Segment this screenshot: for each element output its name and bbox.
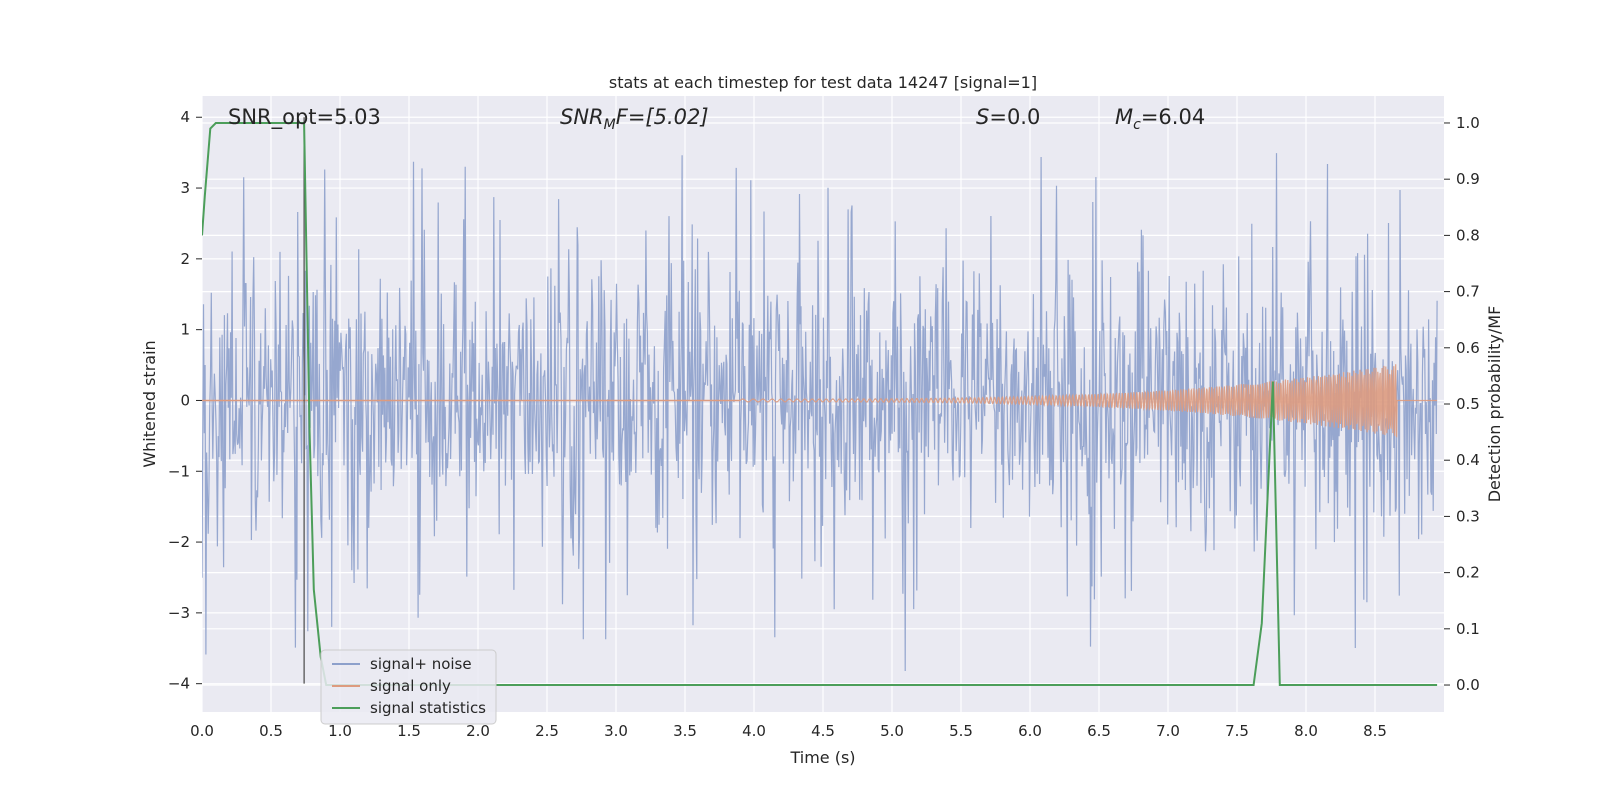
annotation-s: S=0.0 <box>976 105 1040 129</box>
x-tick-label: 0.5 <box>259 722 283 740</box>
y-tick-label: 4 <box>180 108 190 126</box>
y2-tick-label: 0.7 <box>1456 283 1480 301</box>
y2-tick-label: 0.2 <box>1456 564 1480 582</box>
axes: 0.0 0.5 1.0 1.5 2.0 2.5 3.0 3.5 4.0 4.5 5.0 5.5 6.0 6… <box>168 108 1480 740</box>
annotation-snr-mf: SNRMF=[5.02] <box>560 105 709 133</box>
x-tick-label: 8.5 <box>1363 722 1387 740</box>
y2-tick-label: 0.9 <box>1456 170 1480 188</box>
y2-tick-label: 0.4 <box>1456 451 1480 469</box>
x-tick-label: 7.0 <box>1156 722 1180 740</box>
annotation-mc: Mc=6.04 <box>1115 105 1205 133</box>
x-tick-label: 3.0 <box>604 722 628 740</box>
y-axis-label: Whitened strain <box>140 340 159 467</box>
x-tick-label: 1.5 <box>397 722 421 740</box>
x-tick-label: 2.5 <box>535 722 559 740</box>
y-tick-label: −1 <box>168 462 190 480</box>
legend: signal+ noise signal only signal statist… <box>320 649 497 725</box>
legend-label-signal-only: signal only <box>370 677 451 695</box>
signal-only-line <box>739 364 1438 438</box>
chart-title: stats at each timestep for test data 142… <box>609 73 1037 92</box>
y-tick-label: 1 <box>180 321 190 339</box>
x-tick-label: 8.0 <box>1294 722 1318 740</box>
x-tick-label: 3.5 <box>673 722 697 740</box>
legend-label-signal-noise: signal+ noise <box>370 655 472 673</box>
x-tick-label: 6.0 <box>1018 722 1042 740</box>
y2-axis-label: Detection probability/MF <box>1485 306 1504 503</box>
x-tick-label: 5.5 <box>949 722 973 740</box>
x-tick-label: 1.0 <box>328 722 352 740</box>
y2-tick-label: 0.5 <box>1456 395 1480 413</box>
legend-label-signal-statistics: signal statistics <box>370 699 486 717</box>
x-tick-label: 4.5 <box>811 722 835 740</box>
annotation-snr-opt: SNR_opt=5.03 <box>228 105 381 130</box>
y-tick-label: −2 <box>168 533 190 551</box>
x-tick-label: 6.5 <box>1087 722 1111 740</box>
y2-tick-label: 0.3 <box>1456 507 1480 525</box>
y-tick-label: 0 <box>180 391 190 409</box>
y-tick-label: 3 <box>180 179 190 197</box>
y2-tick-label: 0.1 <box>1456 620 1480 638</box>
x-axis-label: Time (s) <box>789 748 855 767</box>
y-tick-label: 2 <box>180 250 190 268</box>
y2-tick-label: 0.0 <box>1456 676 1480 694</box>
y2-tick-label: 0.8 <box>1456 226 1480 244</box>
x-tick-label: 0.0 <box>190 722 214 740</box>
y2-tick-label: 0.6 <box>1456 339 1480 357</box>
x-tick-label: 7.5 <box>1225 722 1249 740</box>
x-tick-label: 2.0 <box>466 722 490 740</box>
y2-tick-label: 1.0 <box>1456 114 1480 132</box>
x-tick-label: 4.0 <box>742 722 766 740</box>
y-tick-label: −3 <box>168 604 190 622</box>
x-tick-label: 5.0 <box>880 722 904 740</box>
legend-box <box>320 649 497 725</box>
y-tick-label: −4 <box>168 675 190 693</box>
